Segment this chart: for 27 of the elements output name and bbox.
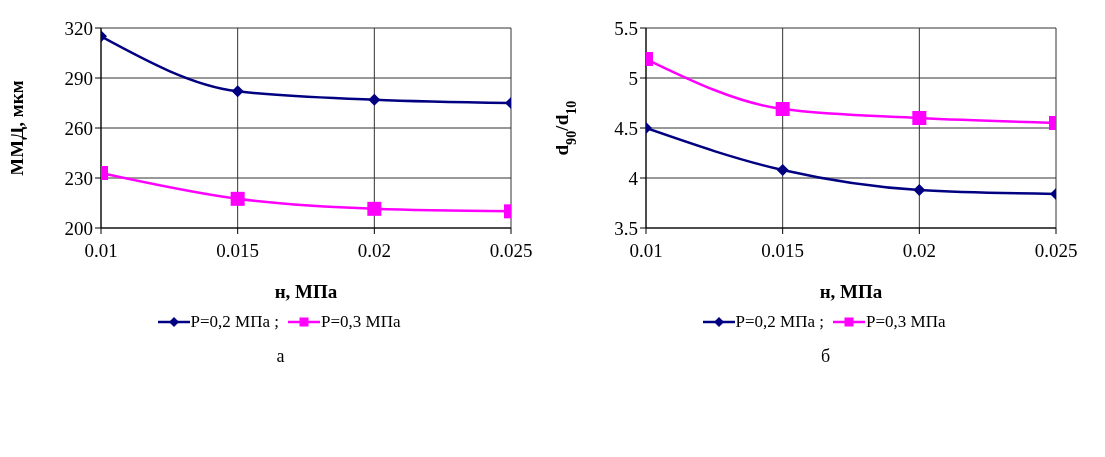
legend-label: P=0,2 МПа ; [190,312,279,332]
y-tick-label: 290 [64,67,93,89]
y-tick-label: 5.5 [613,17,638,39]
x-tick-label: 0.02 [902,240,936,262]
y-tick-label: 5 [628,67,638,89]
x-tick-label: 0.025 [489,240,532,262]
x-tick-label: 0.01 [83,240,118,262]
legend-label: P=0,2 МПа ; [735,312,824,332]
x-tick-label: 0.025 [1034,240,1077,262]
x-axis-title: н, МПа [274,281,338,302]
y-tick-label: 200 [64,217,93,239]
y-tick-label: 3.5 [613,217,638,239]
legend-label: P=0,3 МПа [320,312,401,332]
y-tick-label: 230 [64,167,93,189]
text: б [820,346,831,366]
x-axis-title: н, МПа [819,281,883,302]
y-tick-label: 4.5 [613,117,638,139]
x-tick-label: 0.02 [357,240,391,262]
x-tick-label: 0.015 [215,240,259,262]
y-tick-label: 4 [628,167,638,189]
y-axis-title: ММД, мкм [5,80,27,176]
x-tick-label: 0.01 [628,240,663,262]
y-tick-label: 320 [64,17,93,39]
legend-label: P=0,3 МПа [865,312,946,332]
x-tick-label: 0.015 [760,240,804,262]
y-tick-label: 260 [64,117,93,139]
text: а [276,346,285,366]
